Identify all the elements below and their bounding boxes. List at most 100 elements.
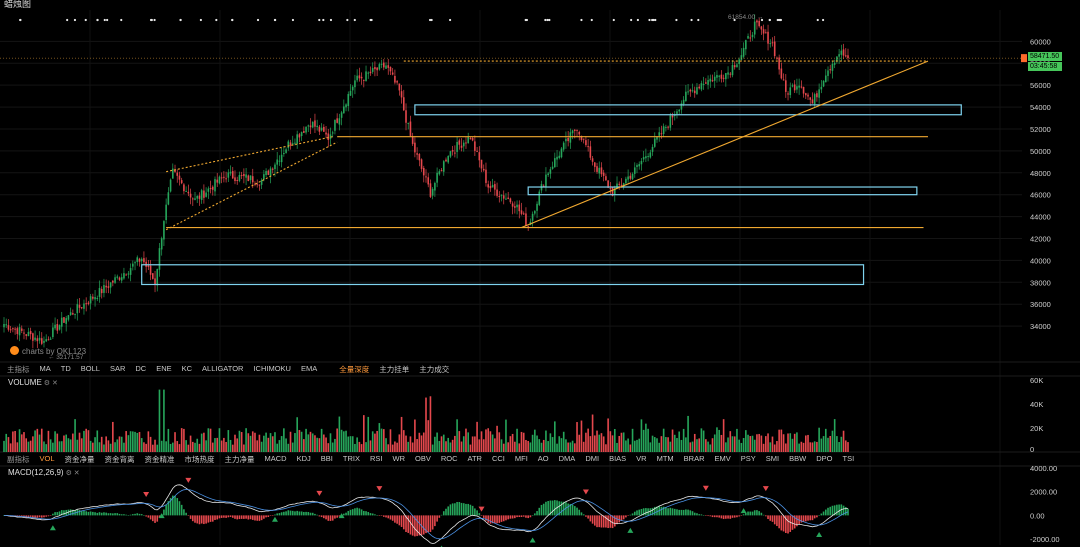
indicator-tab-alligator[interactable]: ALLIGATOR <box>202 364 244 373</box>
indicator-tab-atr[interactable]: ATR <box>467 454 482 463</box>
indicator-tab-trix[interactable]: TRIX <box>342 454 360 463</box>
indicator-tab-tsi[interactable]: TSI <box>842 454 855 463</box>
indicator-tab-macd[interactable]: MACD <box>264 454 287 463</box>
candle-body <box>776 57 778 59</box>
indicator-extra-tab[interactable]: 主力成交 <box>419 365 450 374</box>
event-marker <box>291 18 295 22</box>
indicator-tab-rsi[interactable]: RSI <box>369 454 383 463</box>
volume-bar <box>176 441 179 452</box>
indicator-tab-bbw[interactable]: BBW <box>789 454 807 463</box>
settings-icon[interactable]: ⚙ ✕ <box>65 470 80 477</box>
volume-bar <box>94 437 96 452</box>
indicator-tab-emv[interactable]: EMV <box>714 454 731 463</box>
indicator-tab-bias[interactable]: BIAS <box>609 454 627 463</box>
indicator-tab-mtm[interactable]: MTM <box>656 454 674 463</box>
settings-icon[interactable]: ⚙ ✕ <box>43 380 58 387</box>
candle-body <box>154 278 156 285</box>
indicator-tab-roc[interactable]: ROC <box>440 454 458 463</box>
indicator-tab-dmi[interactable]: DMI <box>585 454 600 463</box>
macd-histogram-bar <box>713 515 716 518</box>
volume-bar <box>356 437 358 452</box>
macd-histogram-bar <box>32 515 34 518</box>
indicator-tab-vr[interactable]: VR <box>636 454 647 463</box>
candle-body <box>702 83 705 85</box>
candle-body <box>649 152 652 158</box>
volume-bar <box>613 428 616 452</box>
indicator-tab-资金净量[interactable]: 资金净量 <box>64 455 95 464</box>
chart-type-label[interactable]: 蜡烛图 <box>4 0 32 9</box>
indicator-tab-资金精准[interactable]: 资金精准 <box>144 455 175 464</box>
indicator-tab-ene[interactable]: ENE <box>156 364 172 373</box>
volume-bar <box>645 423 647 452</box>
candle-body <box>263 174 265 180</box>
candle-body <box>414 142 416 153</box>
indicator-tab-mfi[interactable]: MFI <box>514 454 528 463</box>
indicator-tab-cci[interactable]: CCI <box>491 454 505 463</box>
candle-body <box>18 327 21 336</box>
volume-bar <box>649 442 652 452</box>
candle-body <box>382 62 385 68</box>
indicator-tab-smi[interactable]: SMI <box>765 454 780 463</box>
indicator-tab-bbi[interactable]: BBI <box>320 454 333 463</box>
indicator-tab-主力净量[interactable]: 主力净量 <box>224 455 255 464</box>
volume-bar <box>816 441 818 452</box>
macd-histogram-bar <box>447 506 450 516</box>
indicator-tab-td[interactable]: TD <box>60 364 71 373</box>
candle-body <box>340 112 343 118</box>
chart-toolbar[interactable]: 蜡烛图 <box>0 0 1080 10</box>
candle-body <box>16 328 19 334</box>
volume-bar <box>225 441 227 452</box>
candle-body <box>534 211 536 214</box>
macd-histogram-bar <box>531 515 534 516</box>
volume-bar <box>387 444 390 452</box>
macd-histogram-bar <box>78 510 81 516</box>
volume-bar <box>345 430 347 452</box>
volume-bar <box>576 422 578 452</box>
indicator-tab-kc[interactable]: KC <box>181 364 193 373</box>
indicator-tab-ichimoku[interactable]: ICHIMOKU <box>253 364 291 373</box>
indicator-tab-ema[interactable]: EMA <box>300 364 318 373</box>
macd-histogram-bar <box>325 515 327 520</box>
event-marker <box>654 18 657 22</box>
macd-histogram-bar <box>349 509 352 516</box>
indicator-tab-dc[interactable]: DC <box>135 364 147 373</box>
candle-body <box>791 85 794 87</box>
indicator-extra-tab[interactable]: 全量深度 <box>339 365 370 374</box>
indicator-tab-brar[interactable]: BRAR <box>683 454 705 463</box>
candle-body <box>680 103 683 110</box>
indicator-tab-资金背离[interactable]: 资金背离 <box>104 455 135 464</box>
volume-bar <box>12 431 14 452</box>
indicator-tab-vol[interactable]: VOL <box>39 454 55 463</box>
candle-body <box>753 21 756 35</box>
macd-histogram-bar <box>263 515 265 519</box>
indicator-tab-dma[interactable]: DMA <box>558 454 576 463</box>
candle-body <box>280 154 283 163</box>
macd-histogram-bar <box>496 515 498 524</box>
indicator-tab-dpo[interactable]: DPO <box>816 454 833 463</box>
volume-bar <box>56 433 59 452</box>
candle-body <box>847 55 849 59</box>
macd-histogram-bar <box>514 515 516 519</box>
volume-bar <box>260 441 263 452</box>
indicator-tab-ma[interactable]: MA <box>39 364 51 373</box>
candle-body <box>736 64 738 68</box>
indicator-tab-sar[interactable]: SAR <box>109 364 126 373</box>
macd-histogram-bar <box>98 512 101 516</box>
indicator-tab-obv[interactable]: OBV <box>414 454 431 463</box>
indicator-tab-wr[interactable]: WR <box>392 454 405 463</box>
indicator-tab-kdj[interactable]: KDJ <box>296 454 311 463</box>
volume-bar <box>27 441 30 452</box>
indicator-tab-ao[interactable]: AO <box>537 454 549 463</box>
indicator-extra-tab[interactable]: 主力挂单 <box>379 365 410 374</box>
candle-body <box>247 175 250 182</box>
volume-bar <box>716 427 718 452</box>
candle-body <box>127 273 130 275</box>
indicator-tab-boll[interactable]: BOLL <box>80 364 100 373</box>
macd-histogram-bar <box>60 510 63 516</box>
volume-bar <box>420 435 423 452</box>
indicator-tab-市场热度[interactable]: 市场热度 <box>184 455 215 464</box>
macd-histogram-bar <box>118 513 121 516</box>
event-marker <box>106 18 109 22</box>
indicator-tab-psy[interactable]: PSY <box>740 454 756 463</box>
